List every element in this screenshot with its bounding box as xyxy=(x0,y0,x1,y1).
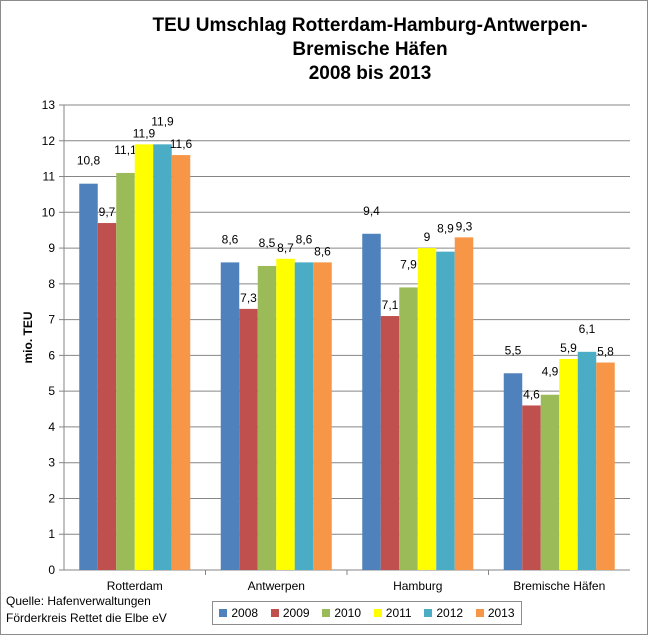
chart-title-line-2: Bremische Häfen xyxy=(292,39,448,60)
source-line-2: Förderkreis Rettet die Elbe eV xyxy=(6,611,167,625)
bar xyxy=(559,358,578,570)
legend-swatch xyxy=(322,609,331,617)
bar xyxy=(503,373,523,570)
bar xyxy=(153,144,172,570)
data-label: 11,6 xyxy=(170,137,193,151)
data-label: 9,7 xyxy=(99,205,116,219)
bar xyxy=(97,223,117,571)
data-label: 8,6 xyxy=(222,232,239,246)
data-label: 7,1 xyxy=(382,298,399,312)
bar xyxy=(276,258,295,570)
chart-legend: 2008 2009 2010 2011 2012 2013 xyxy=(212,601,522,625)
y-tick-label: 0 xyxy=(48,563,55,577)
y-tick-label: 1 xyxy=(48,527,55,541)
bar xyxy=(79,183,98,570)
data-label: 4,9 xyxy=(542,365,559,379)
y-tick-label: 12 xyxy=(42,134,56,148)
data-label: 5,5 xyxy=(505,343,522,357)
bar xyxy=(399,287,418,570)
source-note: Quelle: Hafenverwaltungen Förderkreis Re… xyxy=(6,593,167,627)
data-label: 8,9 xyxy=(437,222,454,236)
legend-swatch xyxy=(475,609,484,617)
y-tick-label: 11 xyxy=(43,170,56,184)
data-label: 9,3 xyxy=(456,219,473,233)
x-tick-label: Bremische Häfen xyxy=(513,579,605,593)
bar xyxy=(417,248,437,571)
data-label: 5,9 xyxy=(560,341,577,355)
y-tick-label: 3 xyxy=(48,456,55,470)
y-tick-label: 10 xyxy=(42,205,56,219)
legend-label: 2011 xyxy=(385,606,412,620)
source-line-1: Quelle: Hafenverwaltungen xyxy=(6,594,151,608)
bar xyxy=(116,172,135,570)
data-label: 9 xyxy=(424,230,431,244)
chart-title-line-3: 2008 bis 2013 xyxy=(308,63,432,84)
chart-title: TEU Umschlag Rotterdam-Hamburg-Antwerpen… xyxy=(70,14,648,86)
bar xyxy=(257,265,277,570)
legend-item: 2010 xyxy=(322,606,361,620)
legend-item: 2012 xyxy=(424,606,463,620)
bar xyxy=(577,351,597,570)
bar xyxy=(436,251,455,570)
data-label: 4,6 xyxy=(523,387,540,401)
legend-item: 2008 xyxy=(219,606,258,620)
legend-item: 2013 xyxy=(475,606,515,620)
data-label: 9,4 xyxy=(363,204,380,218)
data-label: 7,9 xyxy=(400,257,417,271)
bar xyxy=(522,405,541,570)
bar xyxy=(171,155,191,571)
bar xyxy=(134,144,154,570)
bar xyxy=(313,262,332,570)
legend-item: 2011 xyxy=(373,606,412,620)
legend-label: 2012 xyxy=(436,606,464,620)
legend-label: 2009 xyxy=(282,606,310,620)
data-label: 11,9 xyxy=(151,114,174,128)
bar xyxy=(220,262,240,570)
bar xyxy=(380,316,400,570)
y-tick-label: 13 xyxy=(42,98,56,112)
legend-item: 2009 xyxy=(270,606,310,620)
data-label: 11,9 xyxy=(133,126,156,140)
y-axis-label: mio. TEU xyxy=(21,311,35,363)
bar xyxy=(540,394,560,570)
legend-label: 2013 xyxy=(487,606,515,620)
legend-swatch xyxy=(219,609,228,617)
data-label: 8,6 xyxy=(296,232,313,246)
data-label: 11,1 xyxy=(114,143,137,157)
chart-title-line-1: TEU Umschlag Rotterdam-Hamburg-Antwerpen… xyxy=(152,15,588,36)
data-label: 8,6 xyxy=(314,244,331,258)
bar xyxy=(239,308,258,570)
y-tick-label: 9 xyxy=(48,241,55,255)
legend-swatch xyxy=(373,609,382,617)
y-tick-label: 8 xyxy=(48,277,55,291)
y-tick-label: 7 xyxy=(48,313,55,327)
bar xyxy=(362,233,381,570)
legend-label: 2010 xyxy=(334,606,362,620)
y-tick-label: 5 xyxy=(48,384,55,398)
data-label: 6,1 xyxy=(579,322,596,336)
y-tick-label: 2 xyxy=(48,491,55,505)
x-tick-label: Antwerpen xyxy=(248,579,305,593)
x-tick-label: Rotterdam xyxy=(107,579,163,593)
data-label: 10,8 xyxy=(77,154,101,168)
x-tick-label: Hamburg xyxy=(393,579,442,593)
data-label: 7,3 xyxy=(240,291,257,305)
legend-swatch xyxy=(424,609,433,617)
y-tick-label: 4 xyxy=(48,420,55,434)
y-tick-label: 6 xyxy=(48,348,55,362)
legend-label: 2008 xyxy=(231,606,259,620)
data-label: 8,7 xyxy=(277,241,294,255)
bar xyxy=(596,362,615,570)
data-label: 5,8 xyxy=(597,345,614,359)
legend-swatch xyxy=(270,609,279,617)
bar xyxy=(294,262,314,570)
bar xyxy=(454,237,474,570)
data-label: 8,5 xyxy=(259,236,276,250)
